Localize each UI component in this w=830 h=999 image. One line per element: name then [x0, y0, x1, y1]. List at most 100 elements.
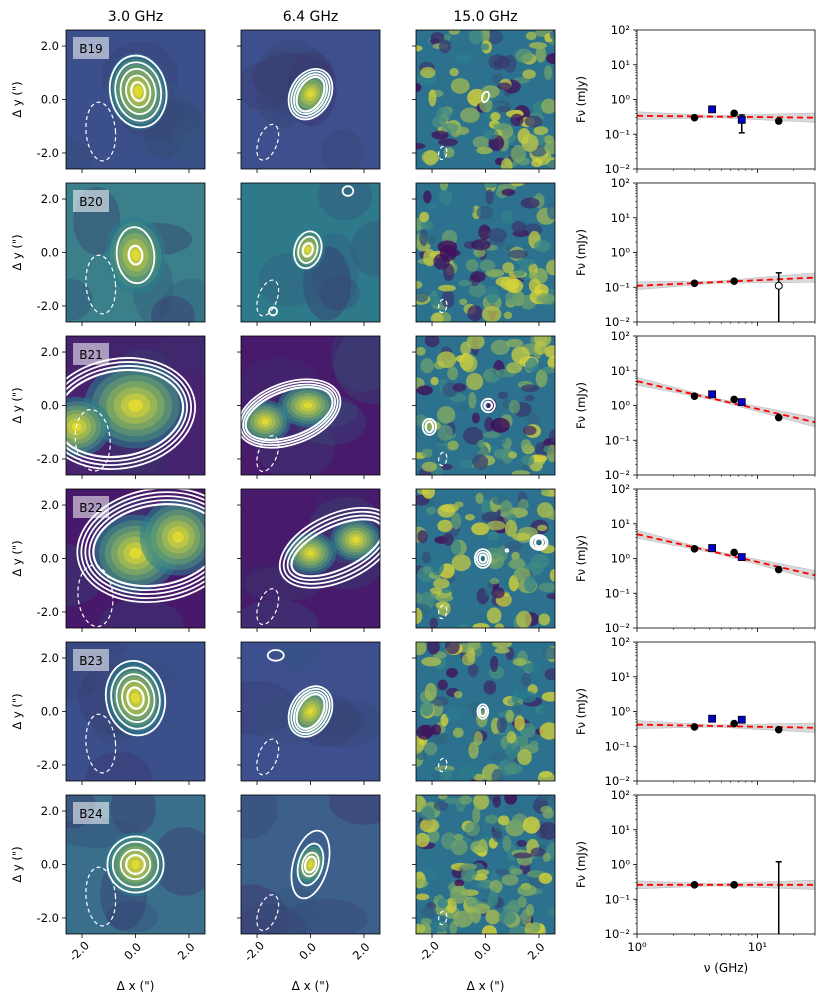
noise-blob [511, 346, 530, 364]
noise-blob [504, 795, 518, 805]
noise-blob [483, 129, 498, 140]
noise-blob [416, 893, 430, 901]
contour-line [119, 68, 157, 115]
noise-blob [502, 262, 515, 274]
source-emission [306, 550, 315, 557]
noise-blob [527, 413, 541, 424]
sed-frame [636, 182, 816, 323]
noise-blob [482, 431, 501, 439]
map-panel-B22-2 [412, 488, 556, 632]
noise-blob [524, 575, 537, 593]
map-panel-B19-0: -2.0 0.0 2.0 B19 [37, 29, 206, 173]
map-panel-B21-2 [412, 335, 556, 479]
noise-blob [516, 610, 532, 628]
noise-blob [446, 707, 463, 721]
vla-data-point [730, 277, 738, 285]
vla-data-point [730, 881, 738, 889]
map-panel-B22-0: -2.0 0.0 2.0 B22 [37, 488, 206, 632]
noise-blob [478, 224, 492, 241]
noise-blob [534, 239, 551, 252]
noise-blob [447, 336, 466, 342]
column-title-0: 3.0 GHz [108, 9, 163, 25]
noise-blob [428, 89, 437, 107]
noise-blob [520, 439, 532, 452]
sed-y-axis-label: Fν (mJy) [574, 229, 588, 276]
y-tick-label: 2.0 [41, 39, 59, 53]
noise-blob [510, 868, 523, 876]
noise-blob [546, 202, 555, 220]
noise-blob [535, 369, 548, 388]
x-tick-label: -2.0 [66, 938, 92, 964]
noise-blob [486, 531, 499, 541]
noise-blob [437, 424, 453, 441]
map-panel-B24-0: -2.0 -2.0 0.0 0.0 2.0 2.0 B24 [37, 794, 206, 964]
map-panel-B19-1 [237, 29, 381, 173]
noise-blob [520, 673, 532, 687]
noise-blob [536, 524, 548, 531]
noise-blob [533, 126, 549, 135]
y-tick-label: -2.0 [37, 452, 59, 466]
noise-blob [416, 385, 433, 396]
archival-data-point [737, 115, 746, 124]
noise-blob [430, 881, 442, 897]
x-tick-label: 0.0 [471, 940, 494, 963]
y-tick-label: 0.0 [41, 705, 59, 719]
noise-blob [511, 221, 526, 233]
sed-y-axis-label: Fν (mJy) [574, 382, 588, 429]
noise-blob [433, 578, 450, 589]
noise-blob [476, 205, 494, 220]
noise-blob [454, 501, 464, 508]
noise-blob [546, 510, 555, 520]
noise-blob [465, 258, 479, 272]
noise-blob [546, 593, 555, 600]
noise-blob [539, 722, 555, 740]
sed-panel-B24: 10⁻² 10⁻¹ 10⁰ 10¹ 10² 10⁰ 10¹ Fν (mJy) [574, 788, 816, 954]
map-panel-B20-1 [237, 182, 381, 326]
contour-line [533, 537, 545, 548]
y-tick-label: 10⁰ [611, 858, 631, 872]
y-tick-label: 0.0 [41, 858, 59, 872]
source-emission [307, 90, 314, 98]
noise-blob [436, 106, 452, 122]
source-emission [307, 707, 314, 716]
noise-blob [456, 54, 472, 62]
y-tick-label: 10¹ [611, 517, 630, 531]
map-patch [66, 663, 98, 701]
beam-ellipse [438, 451, 448, 467]
noise-blob [426, 203, 438, 211]
noise-blob [431, 445, 449, 463]
vla-data-point [774, 565, 783, 574]
contour-line [119, 848, 152, 881]
sed-frame [636, 29, 816, 170]
noise-blob [465, 896, 479, 908]
x-tick-label: 2.0 [350, 940, 373, 963]
noise-blob [485, 285, 500, 304]
noise-blob [522, 69, 536, 79]
y-tick-label: 10⁻² [605, 621, 630, 635]
noise-blob [521, 134, 539, 152]
y-tick-label: -2.0 [37, 758, 59, 772]
noise-blob [424, 683, 437, 701]
map-patch [110, 795, 156, 836]
map-panel-B24-1: -2.0 0.0 2.0 [237, 794, 381, 964]
noise-blob [479, 259, 496, 272]
source-label: B24 [79, 807, 103, 821]
noise-blob [521, 454, 535, 466]
noise-blob [518, 690, 537, 703]
noise-blob [530, 553, 550, 569]
noise-blob [416, 923, 426, 934]
contour-line [76, 489, 205, 604]
noise-blob [457, 623, 469, 628]
noise-blob [515, 48, 533, 63]
contour-line [126, 686, 145, 710]
noise-blob [481, 511, 502, 523]
y-tick-label: 10² [611, 23, 630, 37]
noise-blob [431, 724, 442, 736]
noise-blob [496, 105, 511, 113]
contour-line [286, 514, 380, 581]
map-y-axis-label: Δ y (") [10, 693, 24, 729]
beam-ellipse [256, 435, 280, 473]
source-label: B20 [79, 195, 103, 209]
fit-line [636, 533, 816, 577]
sed-y-axis-label: Fν (mJy) [574, 535, 588, 582]
